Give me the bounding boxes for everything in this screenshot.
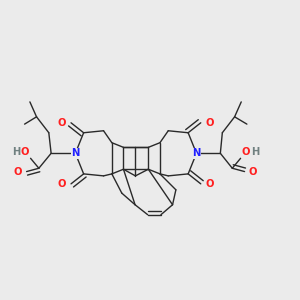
Text: H: H	[12, 147, 20, 157]
Text: O: O	[21, 147, 29, 157]
Text: O: O	[206, 118, 214, 128]
Text: O: O	[249, 167, 257, 177]
Text: N: N	[192, 148, 201, 158]
Text: N: N	[71, 148, 80, 158]
Text: O: O	[242, 147, 250, 157]
Text: O: O	[14, 167, 22, 177]
Text: H: H	[251, 147, 259, 157]
Text: O: O	[58, 118, 66, 128]
Text: O: O	[58, 179, 66, 189]
Text: O: O	[206, 179, 214, 189]
